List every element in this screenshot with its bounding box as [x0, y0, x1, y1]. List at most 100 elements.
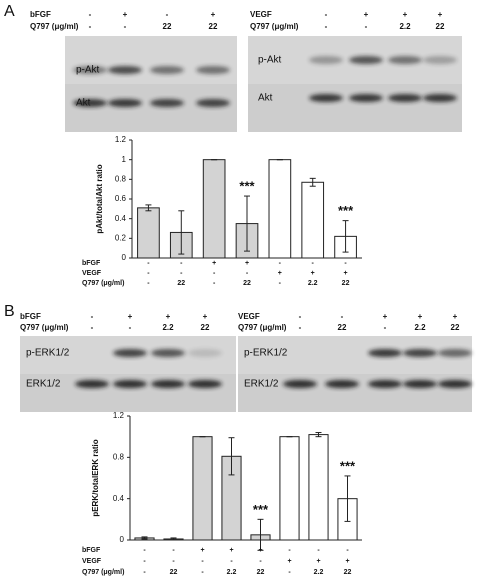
treatment-value: +	[128, 312, 133, 321]
condition-value: +	[345, 558, 349, 565]
condition-value: 22	[342, 280, 350, 287]
treatment-value: +	[418, 312, 423, 321]
band	[325, 380, 359, 388]
y-tick-label: 1	[122, 155, 127, 164]
condition-name: Q797 (μg/ml)	[82, 569, 124, 576]
condition-value: 22	[170, 569, 178, 576]
y-axis-label: pERK/totalERK ratio	[91, 439, 100, 516]
treatment-value: -	[341, 312, 344, 321]
treatment-value: 22	[209, 22, 218, 31]
band	[349, 94, 383, 102]
condition-value: -	[288, 547, 291, 554]
treatment-name: Q797 (μg/ml)	[250, 22, 299, 31]
y-tick-label: 0	[122, 253, 127, 262]
band	[108, 66, 142, 74]
band	[75, 380, 109, 388]
treatment-value: +	[123, 10, 128, 19]
treatment-value: -	[91, 312, 94, 321]
treatment-value: 2.2	[162, 323, 174, 332]
bar	[137, 207, 160, 259]
condition-value: -	[147, 280, 150, 287]
treatment-value: +	[438, 10, 443, 19]
error-bar	[315, 432, 322, 438]
treatment-value: +	[203, 312, 208, 321]
panel-letter: B	[4, 303, 15, 320]
treatment-value: -	[124, 22, 127, 31]
band-label: p-ERK1/2	[244, 348, 288, 359]
treatment-value: -	[299, 323, 302, 332]
band	[283, 380, 317, 388]
condition-value: -	[180, 270, 183, 277]
condition-value: -	[201, 569, 204, 576]
y-tick-label: 1.2	[113, 411, 125, 420]
y-tick-label: 1.2	[115, 135, 127, 144]
bar	[268, 159, 292, 259]
band	[196, 66, 230, 74]
condition-value: -	[213, 280, 216, 287]
y-tick-label: 0.8	[115, 174, 127, 183]
condition-value: -	[312, 260, 315, 267]
condition-value: -	[143, 569, 146, 576]
band	[73, 99, 107, 107]
y-tick-label: 0.4	[113, 494, 125, 503]
treatment-value: +	[211, 10, 216, 19]
treatment-value: +	[453, 312, 458, 321]
band-label: ERK1/2	[244, 379, 279, 390]
band	[438, 349, 472, 357]
treatment-value: 22	[201, 323, 210, 332]
treatment-value: -	[89, 10, 92, 19]
band	[188, 349, 222, 357]
error-bar	[178, 210, 185, 255]
treatment-value: -	[325, 10, 328, 19]
y-tick-label: 0.2	[115, 233, 127, 242]
y-tick-label: 0	[120, 535, 125, 544]
band	[188, 380, 222, 388]
condition-value: -	[143, 558, 146, 565]
band-label: Akt	[258, 93, 273, 104]
condition-value: -	[279, 280, 282, 287]
treatment-name: bFGF	[30, 10, 51, 19]
treatment-value: -	[365, 22, 368, 31]
condition-value: +	[344, 270, 348, 277]
condition-value: -	[213, 270, 216, 277]
condition-value: -	[344, 260, 347, 267]
condition-value: +	[278, 270, 282, 277]
condition-value: +	[229, 547, 233, 554]
error-bar	[344, 475, 351, 522]
y-tick-label: 0.6	[115, 194, 127, 203]
condition-value: +	[212, 260, 216, 267]
condition-name: VEGF	[82, 558, 102, 565]
blot-strip	[248, 84, 462, 132]
treatment-value: 22	[436, 22, 445, 31]
band	[349, 56, 383, 64]
condition-name: VEGF	[82, 270, 102, 277]
condition-value: -	[317, 547, 320, 554]
band	[368, 380, 402, 388]
band	[108, 99, 142, 107]
condition-name: bFGF	[82, 260, 101, 267]
blot-strip	[238, 374, 472, 412]
panel-letter: A	[4, 3, 15, 20]
condition-value: -	[279, 260, 282, 267]
band	[388, 94, 422, 102]
band-label: p-ERK1/2	[26, 348, 70, 359]
condition-value: +	[287, 558, 291, 565]
treatment-name: Q797 (μg/ml)	[238, 323, 287, 332]
band-label: p-Akt	[258, 55, 282, 66]
treatment-value: -	[384, 323, 387, 332]
significance: ***	[253, 502, 269, 517]
condition-value: 22	[344, 569, 352, 576]
band	[388, 56, 422, 64]
treatment-value: -	[129, 323, 132, 332]
condition-value: 22	[243, 280, 251, 287]
condition-value: 2.2	[227, 569, 237, 576]
condition-value: +	[200, 547, 204, 554]
band	[113, 380, 147, 388]
bar	[192, 436, 213, 541]
treatment-value: 2.2	[399, 22, 411, 31]
condition-value: +	[245, 260, 249, 267]
band	[403, 380, 437, 388]
condition-value: -	[201, 558, 204, 565]
treatment-value: -	[166, 10, 169, 19]
